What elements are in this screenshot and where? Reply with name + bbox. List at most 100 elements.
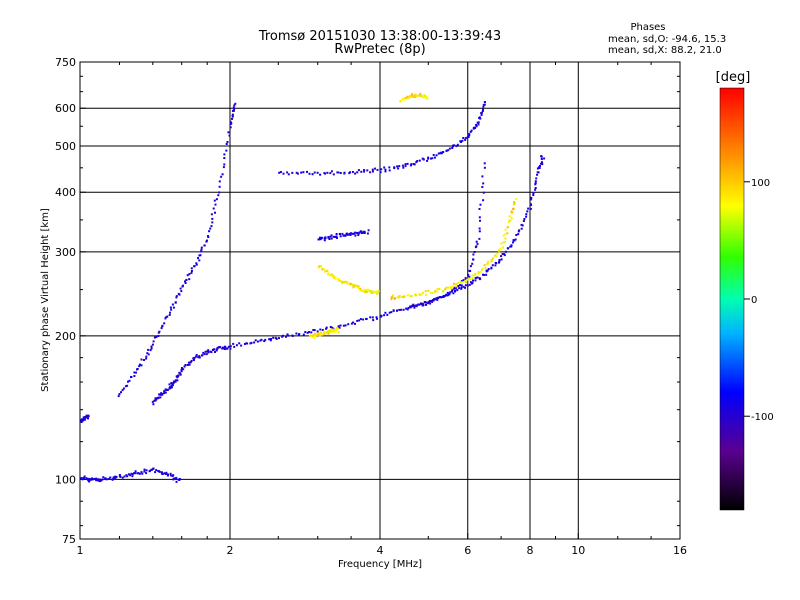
data-point-x	[425, 293, 427, 296]
data-point-o	[135, 371, 137, 374]
data-point-o	[215, 348, 218, 351]
data-point-o	[228, 134, 231, 137]
data-point-o	[464, 284, 467, 287]
data-point-o	[321, 329, 324, 331]
data-point-o	[509, 245, 512, 248]
data-point-x	[360, 289, 363, 292]
data-point-x	[434, 289, 437, 292]
y-tick-label: 75	[62, 533, 76, 546]
data-point-o	[172, 380, 175, 383]
data-point-o	[452, 145, 454, 148]
data-point-o	[454, 289, 457, 292]
data-point-o	[455, 145, 458, 148]
data-point-x	[320, 265, 323, 268]
data-point-o	[220, 175, 223, 178]
data-point-o	[392, 309, 395, 312]
data-point-x	[417, 94, 420, 97]
data-point-o	[229, 120, 232, 123]
data-point-x	[410, 95, 413, 98]
data-point-o	[447, 149, 450, 152]
data-point-x	[483, 264, 486, 267]
data-point-o	[227, 345, 230, 348]
data-point-o	[291, 334, 294, 337]
data-point-o	[278, 171, 281, 174]
data-point-o	[168, 314, 171, 316]
data-point-o	[500, 255, 503, 258]
data-point-o	[339, 172, 342, 174]
data-point-o	[330, 170, 333, 173]
data-point-o	[204, 350, 207, 353]
data-point-o	[478, 277, 481, 280]
data-point-o	[457, 285, 460, 287]
data-point-x	[329, 328, 332, 331]
data-point-x	[398, 295, 401, 297]
data-point-o	[446, 294, 449, 297]
data-point-o	[102, 476, 105, 479]
data-point-x	[313, 336, 316, 339]
data-point-o	[398, 308, 401, 311]
data-point-o	[425, 303, 427, 306]
data-point-x	[377, 290, 380, 293]
data-point-o	[470, 129, 473, 132]
data-point-x	[426, 97, 429, 100]
data-point-o	[101, 478, 104, 481]
data-point-x	[510, 210, 513, 213]
data-point-o	[541, 163, 544, 166]
data-point-x	[490, 260, 493, 263]
data-point-o	[207, 235, 209, 238]
data-point-o	[161, 393, 164, 396]
data-point-o	[421, 302, 424, 305]
data-point-x	[427, 289, 430, 292]
data-point-x	[324, 331, 327, 334]
data-point-x	[402, 97, 405, 100]
data-point-o	[230, 122, 233, 125]
data-point-o	[427, 157, 430, 160]
data-point-o	[458, 284, 461, 287]
data-point-o	[439, 296, 442, 299]
data-point-o	[140, 471, 143, 474]
data-point-x	[334, 276, 337, 279]
data-point-x	[341, 280, 344, 283]
data-point-o	[436, 298, 439, 301]
data-point-o	[384, 168, 387, 171]
data-point-o	[118, 474, 121, 476]
data-point-o	[333, 236, 336, 238]
data-point-o	[158, 330, 161, 333]
data-point-o	[402, 308, 405, 311]
data-point-o	[448, 147, 451, 150]
data-point-o	[396, 165, 399, 168]
data-point-o	[388, 169, 391, 172]
data-point-o	[536, 171, 539, 174]
data-point-o	[482, 182, 485, 185]
data-point-o	[337, 171, 340, 174]
data-point-o	[188, 273, 191, 276]
x-tick-label: 10	[571, 544, 585, 557]
data-point-o	[483, 274, 486, 276]
data-point-o	[187, 361, 190, 364]
data-point-o	[490, 266, 493, 269]
data-point-o	[407, 306, 410, 309]
data-point-o	[530, 204, 532, 206]
data-point-o	[201, 354, 203, 357]
data-point-o	[195, 263, 198, 266]
data-point-o	[254, 339, 257, 342]
data-point-x	[411, 92, 414, 95]
data-point-o	[324, 236, 327, 239]
data-point-x	[331, 330, 334, 333]
data-point-o	[532, 192, 535, 194]
data-point-o	[169, 386, 171, 389]
data-point-o	[462, 137, 465, 139]
data-point-o	[344, 324, 347, 327]
data-point-o	[479, 117, 482, 120]
data-point-o	[172, 306, 175, 309]
data-point-o	[472, 279, 474, 282]
data-point-o	[219, 346, 222, 349]
data-point-o	[179, 372, 182, 375]
data-point-x	[399, 99, 402, 102]
data-point-o	[530, 196, 533, 199]
data-point-o	[169, 311, 171, 314]
data-point-x	[438, 288, 441, 290]
data-point-o	[150, 345, 153, 348]
data-point-o	[404, 165, 407, 168]
data-point-x	[392, 294, 395, 297]
